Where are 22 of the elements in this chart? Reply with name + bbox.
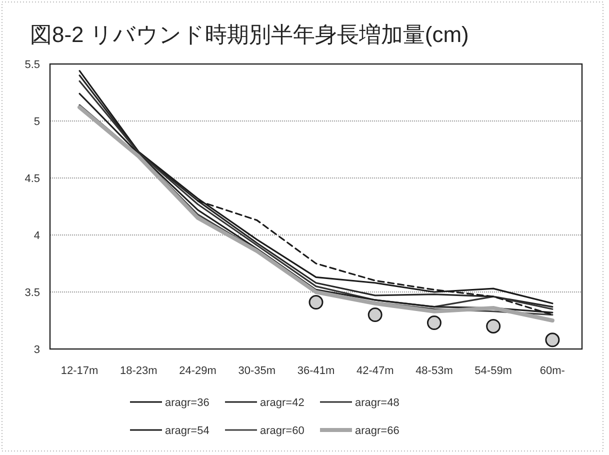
x-tick-label: 24-29m xyxy=(179,365,216,377)
legend-label: aragr=36 xyxy=(165,397,210,409)
x-tick-label: 18-23m xyxy=(120,365,158,377)
legend-label: aragr=66 xyxy=(355,425,400,437)
x-tick-label: 36-41m xyxy=(297,365,335,377)
x-tick-label: 42-47m xyxy=(356,365,394,377)
y-tick-label: 5 xyxy=(34,116,40,128)
chart-title: 図8-2 リバウンド時期別半年身長増加量(cm) xyxy=(30,22,469,47)
y-tick-label: 3.5 xyxy=(24,287,40,299)
legend-label: aragr=42 xyxy=(260,397,304,409)
x-tick-label: 54-59m xyxy=(474,365,512,377)
y-tick-label: 4 xyxy=(34,230,40,242)
x-tick-label: 30-35m xyxy=(238,365,276,377)
y-tick-label: 3 xyxy=(34,344,40,356)
legend-label: aragr=48 xyxy=(355,397,400,409)
x-tick-label: 60m- xyxy=(540,365,566,377)
x-tick-label: 48-53m xyxy=(416,365,453,377)
x-tick-label: 12-17m xyxy=(60,365,98,377)
legend-label: aragr=60 xyxy=(260,425,304,437)
y-tick-label: 5.5 xyxy=(24,59,40,71)
legend-label: aragr=54 xyxy=(165,425,210,437)
y-tick-label: 4.5 xyxy=(24,173,40,185)
